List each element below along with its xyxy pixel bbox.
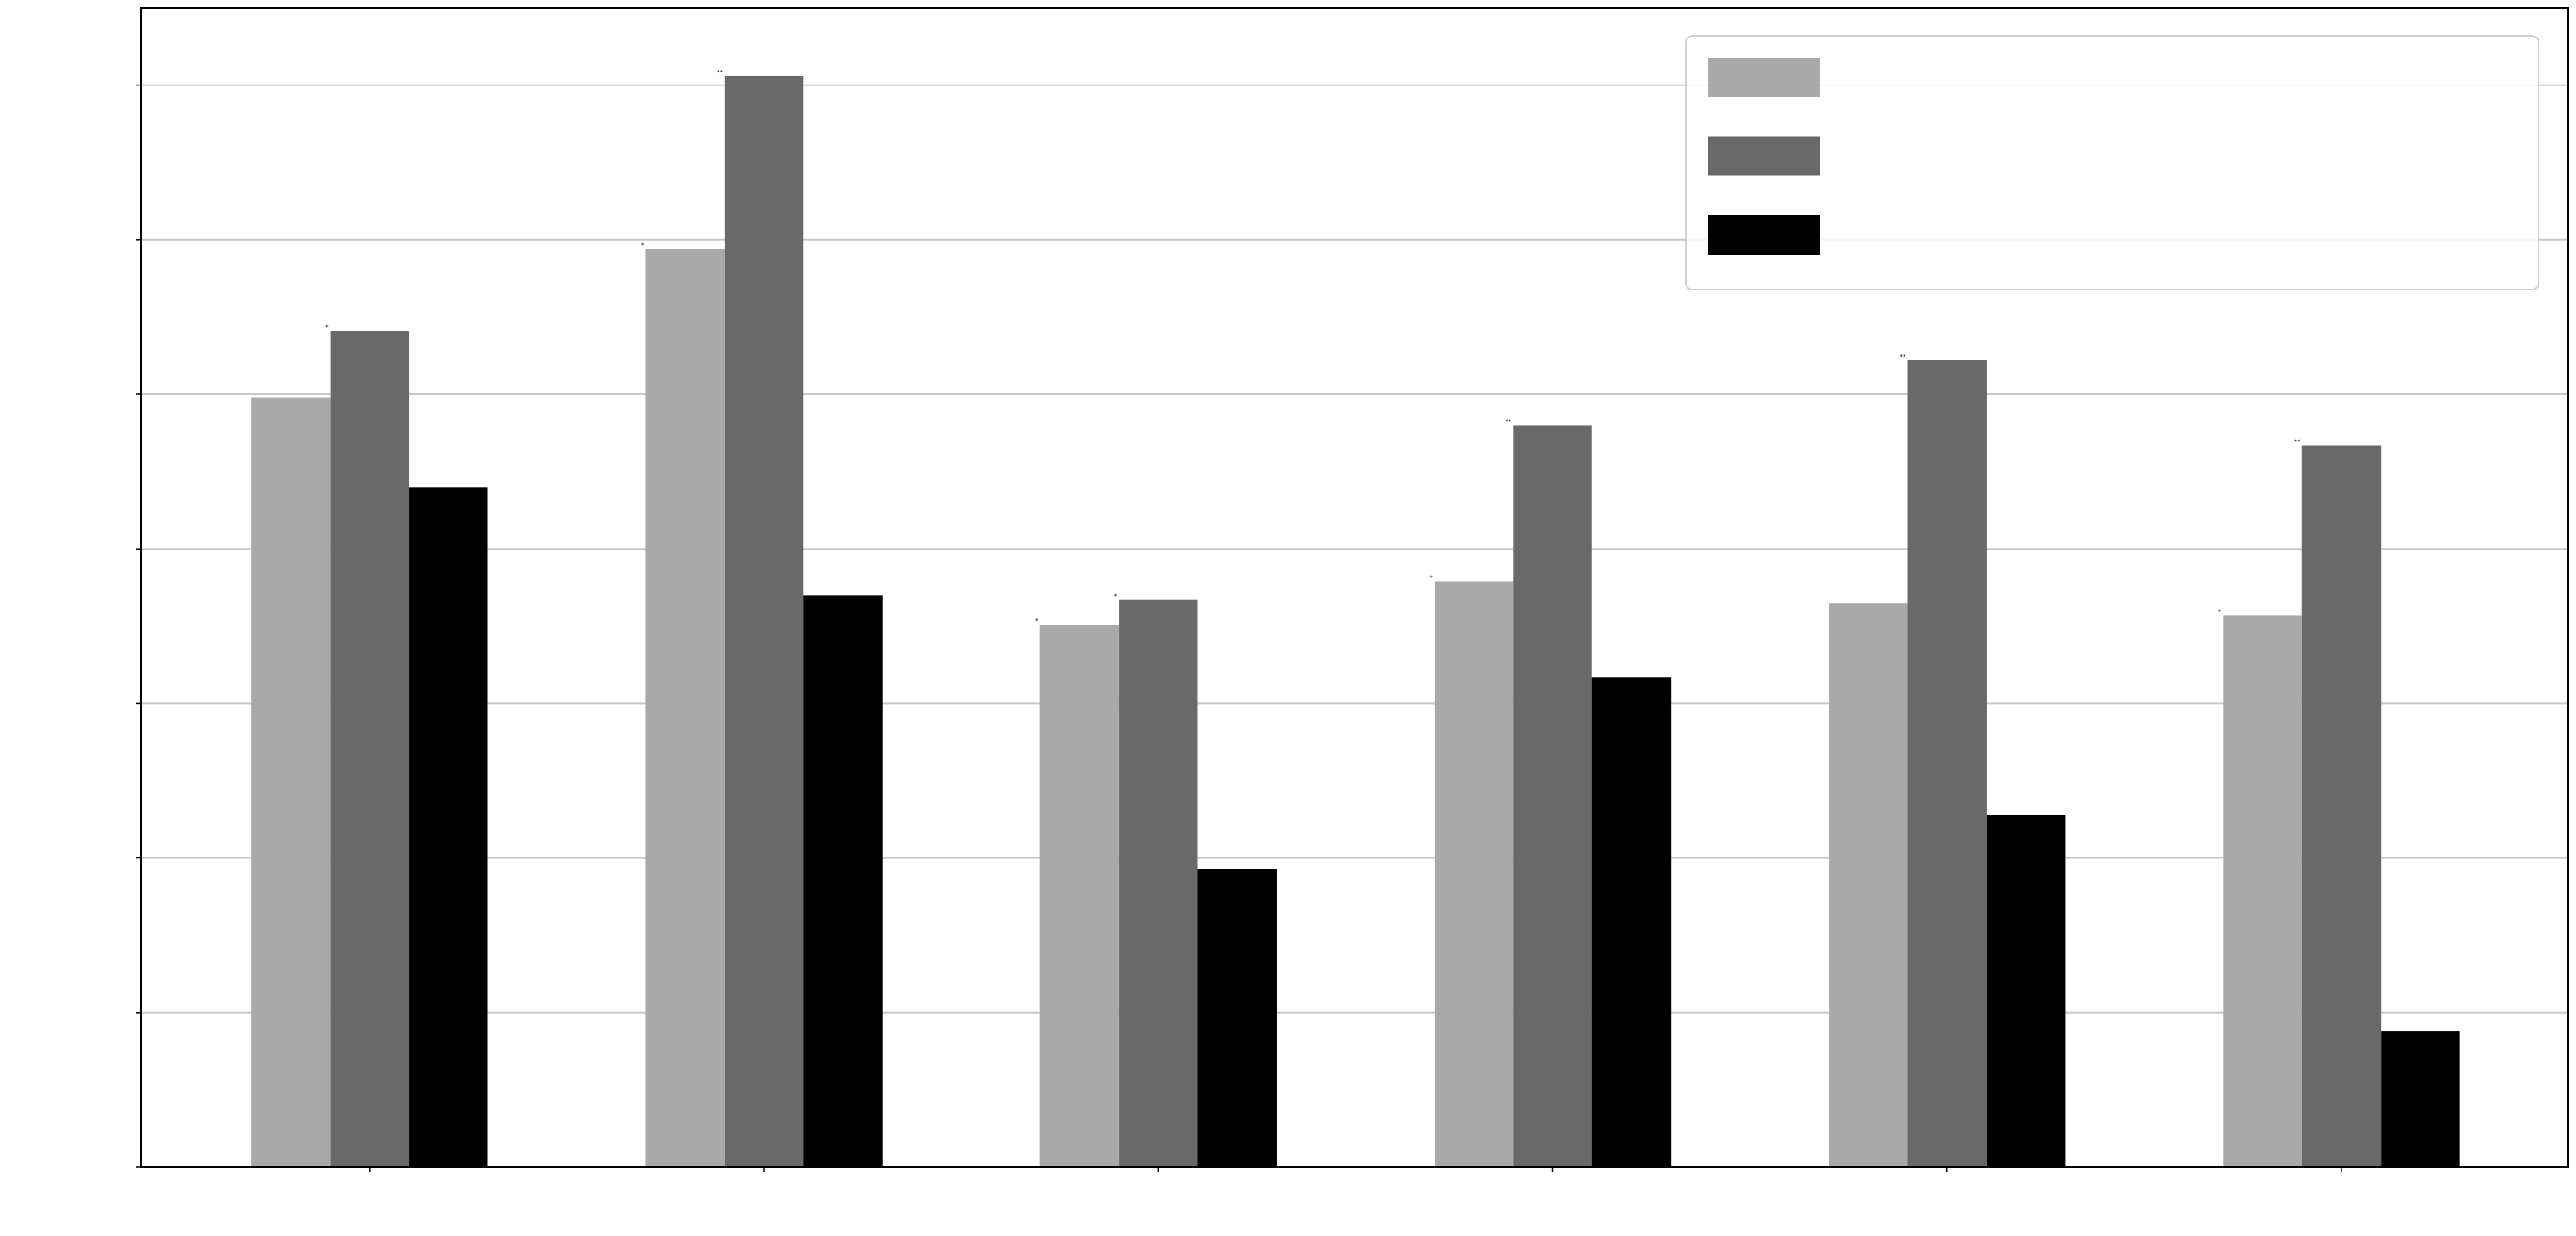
significance-label: * <box>2218 608 2222 615</box>
bar <box>1829 603 1908 1167</box>
plot-frame <box>140 7 2569 1168</box>
bar <box>1197 869 1277 1167</box>
bar <box>1907 360 1987 1167</box>
significance-label: ** <box>1505 418 1512 425</box>
bar <box>803 595 883 1167</box>
legend-box <box>1685 35 2539 290</box>
bar <box>645 249 725 1167</box>
significance-label: * <box>641 242 644 249</box>
legend-swatch <box>1708 58 1820 97</box>
bar <box>1039 625 1120 1167</box>
bar <box>251 397 331 1167</box>
bar <box>2301 445 2382 1167</box>
bar <box>1119 599 1198 1167</box>
bar <box>724 75 804 1167</box>
significance-label: * <box>1114 593 1118 600</box>
significance-label: ** <box>1900 353 1907 360</box>
legend-swatch <box>1708 136 1820 176</box>
bar <box>409 487 488 1167</box>
significance-label: * <box>1429 574 1433 581</box>
bar <box>1434 581 1514 1167</box>
significance-label: ** <box>717 69 724 76</box>
legend-swatch <box>1708 215 1820 255</box>
significance-label: * <box>1035 618 1039 625</box>
bar <box>330 331 410 1167</box>
significance-label: * <box>325 324 329 331</box>
bar <box>1513 425 1592 1167</box>
bar <box>1986 814 2066 1167</box>
bar <box>1591 677 1672 1167</box>
significance-label: ** <box>2294 438 2301 445</box>
bar <box>2381 1031 2460 1167</box>
bar <box>2223 615 2302 1167</box>
